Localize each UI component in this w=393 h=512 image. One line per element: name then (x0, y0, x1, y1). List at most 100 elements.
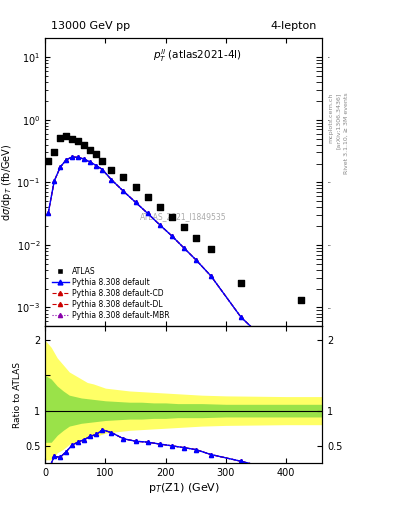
Pythia 8.308 default-MBR (82, 156, 87, 162)
Pythia 8.308 default-CD (193, 257, 198, 263)
Pythia 8.308 default (58, 164, 62, 170)
ATLAS (99, 157, 106, 165)
Pythia 8.308 default-CD (94, 162, 99, 168)
Pythia 8.308 default-MBR (208, 273, 213, 279)
Line: Pythia 8.308 default: Pythia 8.308 default (46, 155, 303, 376)
ATLAS (132, 183, 139, 191)
Pythia 8.308 default-MBR (88, 159, 93, 165)
Pythia 8.308 default (46, 210, 51, 217)
Pythia 8.308 default-CD (76, 155, 81, 161)
Pythia 8.308 default (208, 273, 213, 279)
Pythia 8.308 default-MBR (145, 210, 150, 217)
Pythia 8.308 default-DL (169, 232, 174, 239)
Text: [arXiv:1306.3436]: [arXiv:1306.3436] (336, 92, 341, 148)
ATLAS (63, 132, 70, 140)
Pythia 8.308 default-DL (100, 166, 105, 173)
Pythia 8.308 default (70, 154, 75, 160)
Pythia 8.308 default-DL (193, 257, 198, 263)
ATLAS (156, 203, 163, 211)
Pythia 8.308 default-MBR (193, 257, 198, 263)
Pythia 8.308 default-DL (157, 222, 162, 228)
ATLAS (193, 233, 199, 242)
X-axis label: p$_T$(Z1) (GeV): p$_T$(Z1) (GeV) (148, 481, 220, 495)
Pythia 8.308 default-DL (70, 154, 75, 160)
Pythia 8.308 default-CD (100, 166, 105, 173)
ATLAS (75, 137, 81, 145)
Pythia 8.308 default (88, 159, 93, 165)
Pythia 8.308 default-MBR (121, 188, 126, 195)
Pythia 8.308 default-MBR (58, 164, 62, 170)
Pythia 8.308 default-DL (145, 210, 150, 217)
Pythia 8.308 default-CD (169, 232, 174, 239)
Pythia 8.308 default-MBR (64, 157, 69, 163)
Pythia 8.308 default-MBR (76, 155, 81, 161)
ATLAS (298, 296, 304, 305)
Pythia 8.308 default-CD (109, 177, 114, 183)
Pythia 8.308 default-DL (88, 159, 93, 165)
Pythia 8.308 default (182, 245, 186, 251)
ATLAS (108, 165, 115, 174)
Pythia 8.308 default (94, 162, 99, 168)
Pythia 8.308 default-DL (121, 188, 126, 195)
Text: 4-lepton: 4-lepton (270, 21, 317, 31)
ATLAS (87, 146, 94, 154)
Pythia 8.308 default-CD (208, 273, 213, 279)
ATLAS (57, 134, 63, 142)
Pythia 8.308 default-CD (182, 245, 186, 251)
ATLAS (208, 245, 214, 253)
Pythia 8.308 default-MBR (239, 314, 243, 320)
Pythia 8.308 default-DL (76, 155, 81, 161)
ATLAS (169, 213, 175, 221)
Pythia 8.308 default-DL (133, 199, 138, 205)
Pythia 8.308 default (133, 199, 138, 205)
Pythia 8.308 default-DL (46, 210, 51, 217)
Pythia 8.308 default (157, 222, 162, 228)
Pythia 8.308 default (169, 232, 174, 239)
Pythia 8.308 default-CD (299, 371, 303, 377)
Pythia 8.308 default-DL (239, 314, 243, 320)
Text: Rivet 3.1.10, ≥ 3M events: Rivet 3.1.10, ≥ 3M events (344, 92, 349, 174)
Text: 13000 GeV pp: 13000 GeV pp (51, 21, 130, 31)
Pythia 8.308 default-CD (145, 210, 150, 217)
Pythia 8.308 default (121, 188, 126, 195)
Pythia 8.308 default-CD (239, 314, 243, 320)
Line: Pythia 8.308 default-CD: Pythia 8.308 default-CD (46, 155, 303, 376)
Pythia 8.308 default-MBR (299, 370, 303, 376)
Pythia 8.308 default-MBR (52, 178, 57, 184)
Pythia 8.308 default (145, 210, 150, 217)
ATLAS (81, 141, 88, 149)
Pythia 8.308 default-CD (58, 164, 62, 170)
Pythia 8.308 default (76, 155, 81, 161)
Pythia 8.308 default-DL (109, 177, 114, 183)
Text: ATLAS_2021_I1849535: ATLAS_2021_I1849535 (140, 212, 227, 221)
ATLAS (145, 193, 151, 201)
Pythia 8.308 default-DL (64, 157, 69, 163)
ATLAS (120, 173, 127, 181)
ATLAS (51, 148, 57, 157)
Pythia 8.308 default-MBR (133, 199, 138, 205)
Pythia 8.308 default (100, 166, 105, 173)
Pythia 8.308 default-DL (182, 245, 186, 251)
Pythia 8.308 default-CD (46, 210, 51, 217)
Pythia 8.308 default-DL (94, 162, 99, 168)
Pythia 8.308 default (299, 371, 303, 377)
Y-axis label: Ratio to ATLAS: Ratio to ATLAS (13, 362, 22, 428)
Text: mcplots.cern.ch: mcplots.cern.ch (328, 92, 333, 142)
Pythia 8.308 default-MBR (169, 232, 174, 239)
Legend: ATLAS, Pythia 8.308 default, Pythia 8.308 default-CD, Pythia 8.308 default-DL, P: ATLAS, Pythia 8.308 default, Pythia 8.30… (52, 267, 169, 319)
Pythia 8.308 default-DL (82, 156, 87, 162)
Pythia 8.308 default-CD (121, 188, 126, 195)
Pythia 8.308 default (109, 177, 114, 183)
Pythia 8.308 default-CD (52, 178, 57, 184)
Pythia 8.308 default-DL (52, 178, 57, 184)
Pythia 8.308 default-MBR (46, 210, 51, 217)
ATLAS (45, 157, 51, 165)
Pythia 8.308 default-DL (58, 164, 62, 170)
ATLAS (238, 279, 244, 287)
Pythia 8.308 default (193, 257, 198, 263)
Pythia 8.308 default-CD (157, 222, 162, 228)
Pythia 8.308 default-CD (82, 156, 87, 162)
Pythia 8.308 default-CD (70, 154, 75, 160)
Pythia 8.308 default-MBR (157, 222, 162, 228)
Y-axis label: d$\sigma$/dp$_T$ (fb/GeV): d$\sigma$/dp$_T$ (fb/GeV) (0, 143, 14, 221)
